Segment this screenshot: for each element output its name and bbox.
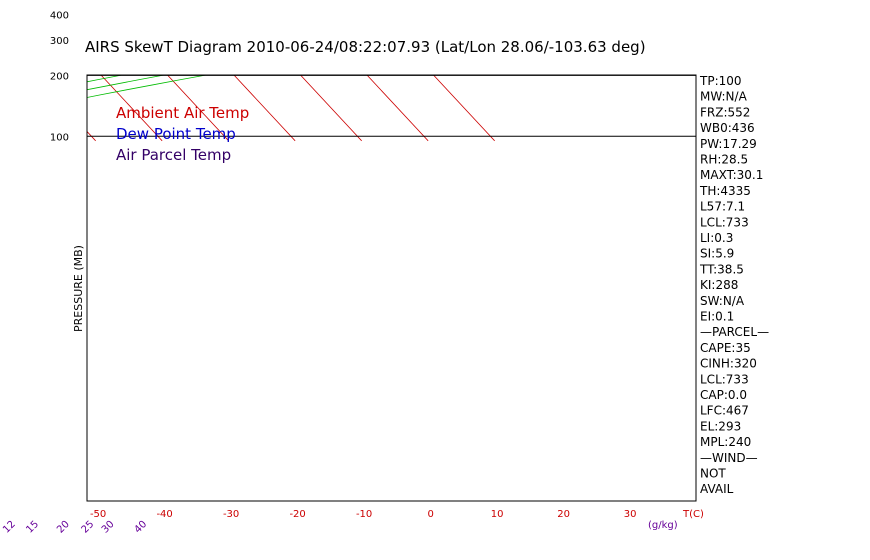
isotherm <box>87 130 96 142</box>
stat-item: WB0:436 <box>700 121 755 135</box>
legend-entry: Ambient Air Temp <box>116 104 249 122</box>
stat-item: SI:5.9 <box>700 247 734 261</box>
bottom-temp-tick-label: 10 <box>491 509 504 520</box>
stat-item: RH:28.5 <box>700 153 748 167</box>
stat-item: —PARCEL— <box>700 325 769 339</box>
bottom-temp-tick-label: -50 <box>90 509 106 520</box>
moist-adiabat <box>0 0 6 75</box>
isotherm <box>100 75 163 142</box>
isotherm <box>166 75 229 142</box>
pressure-tick-label: 500 <box>50 0 69 2</box>
stat-item: L57:7.1 <box>700 200 745 214</box>
bottom-temp-tick-label: -30 <box>223 509 239 520</box>
pressure-tick-label: 300 <box>50 36 69 47</box>
stat-item: KI:288 <box>700 278 738 292</box>
temp-unit-label: T(C) <box>682 509 704 520</box>
bottom-temp-tick-label: -20 <box>289 509 305 520</box>
isotherm <box>299 75 362 142</box>
bottom-temp-tick-label: 0 <box>427 509 433 520</box>
bottom-temp-axis: -50 -40 -30 -20 -10 0 10 20 30 T(C) <box>90 509 704 520</box>
legend-entry: Air Parcel Temp <box>116 146 231 164</box>
pressure-tick-label: 200 <box>50 71 69 82</box>
legend: Ambient Air Temp Dew Point Temp Air Parcel… <box>116 104 249 164</box>
moist-adiabat <box>0 0 32 75</box>
dry-adiabat <box>0 0 753 136</box>
stat-item: MAXT:30.1 <box>700 168 763 182</box>
dry-adiabat <box>0 0 617 136</box>
dry-adiabat <box>0 0 6 136</box>
stat-item: MW:N/A <box>700 90 748 104</box>
plot-frame <box>86 74 697 502</box>
series-line-dew-point-temp <box>0 0 8 136</box>
stat-item: AVAIL <box>700 482 734 496</box>
stat-item: CAPE:35 <box>700 341 751 355</box>
pressure-tick-label: 400 <box>50 11 69 22</box>
isotherm <box>0 0 29 141</box>
mixing-ratio-tick-label: 12 <box>1 519 18 536</box>
bottom-temp-tick-label: -40 <box>156 509 172 520</box>
stat-item: CAP:0.0 <box>700 388 747 402</box>
stat-item: FRZ:552 <box>700 105 750 119</box>
isotherm <box>432 75 495 142</box>
stat-item: EL:293 <box>700 419 741 433</box>
y-axis-label: PRESSURE (MB) <box>72 245 85 332</box>
stat-item: NOT <box>700 467 726 481</box>
bottom-temp-tick-label: 30 <box>624 509 637 520</box>
isotherm <box>233 75 296 142</box>
mixing-ratio-tick-label: 40 <box>132 519 149 536</box>
legend-entry: Dew Point Temp <box>116 125 236 143</box>
mixing-ratio-unit-label: (g/kg) <box>648 520 678 531</box>
bottom-temp-tick-label: -10 <box>356 509 372 520</box>
dry-adiabat <box>0 0 549 136</box>
mixing-ratio-tick-label: 15 <box>24 519 41 536</box>
dry-adiabat <box>0 0 685 136</box>
stat-item: TP:100 <box>699 74 742 88</box>
chart-title: AIRS SkewT Diagram 2010-06-24/08:22:07.9… <box>85 38 646 56</box>
stat-item: TT:38.5 <box>699 262 744 276</box>
stat-item: PW:17.29 <box>700 137 757 151</box>
pressure-tick-label: 100 <box>50 132 69 143</box>
mixing-ratio-line <box>0 0 15 75</box>
mixing-ratio-line <box>11 0 38 75</box>
stat-item: —WIND— <box>700 451 758 465</box>
stat-item: LCL:733 <box>700 215 749 229</box>
mixing-ratio-tick-label: 20 <box>55 519 72 536</box>
stat-item: LI:0.3 <box>700 231 733 245</box>
isotherm <box>366 75 429 142</box>
stat-item: TH:4335 <box>699 184 751 198</box>
mixing-ratio-tick-label: 30 <box>100 519 117 536</box>
mixing-ratio-tick-label: 25 <box>80 519 97 536</box>
stat-item: LCL:733 <box>700 372 749 386</box>
stat-item: CINH:320 <box>700 357 757 371</box>
stat-item: EI:0.1 <box>700 310 734 324</box>
stat-item: MPL:240 <box>700 435 751 449</box>
mixing-ratio-axis: 0.10.20.511.52346810121520253040(g/kg) <box>1 519 678 536</box>
moist-adiabat <box>0 0 86 75</box>
stat-item: SW:N/A <box>700 294 745 308</box>
pressure-axis: 1002003004005006007008009001000 <box>50 0 69 143</box>
stat-item: LFC:467 <box>700 404 749 418</box>
bottom-temp-tick-label: 20 <box>557 509 570 520</box>
